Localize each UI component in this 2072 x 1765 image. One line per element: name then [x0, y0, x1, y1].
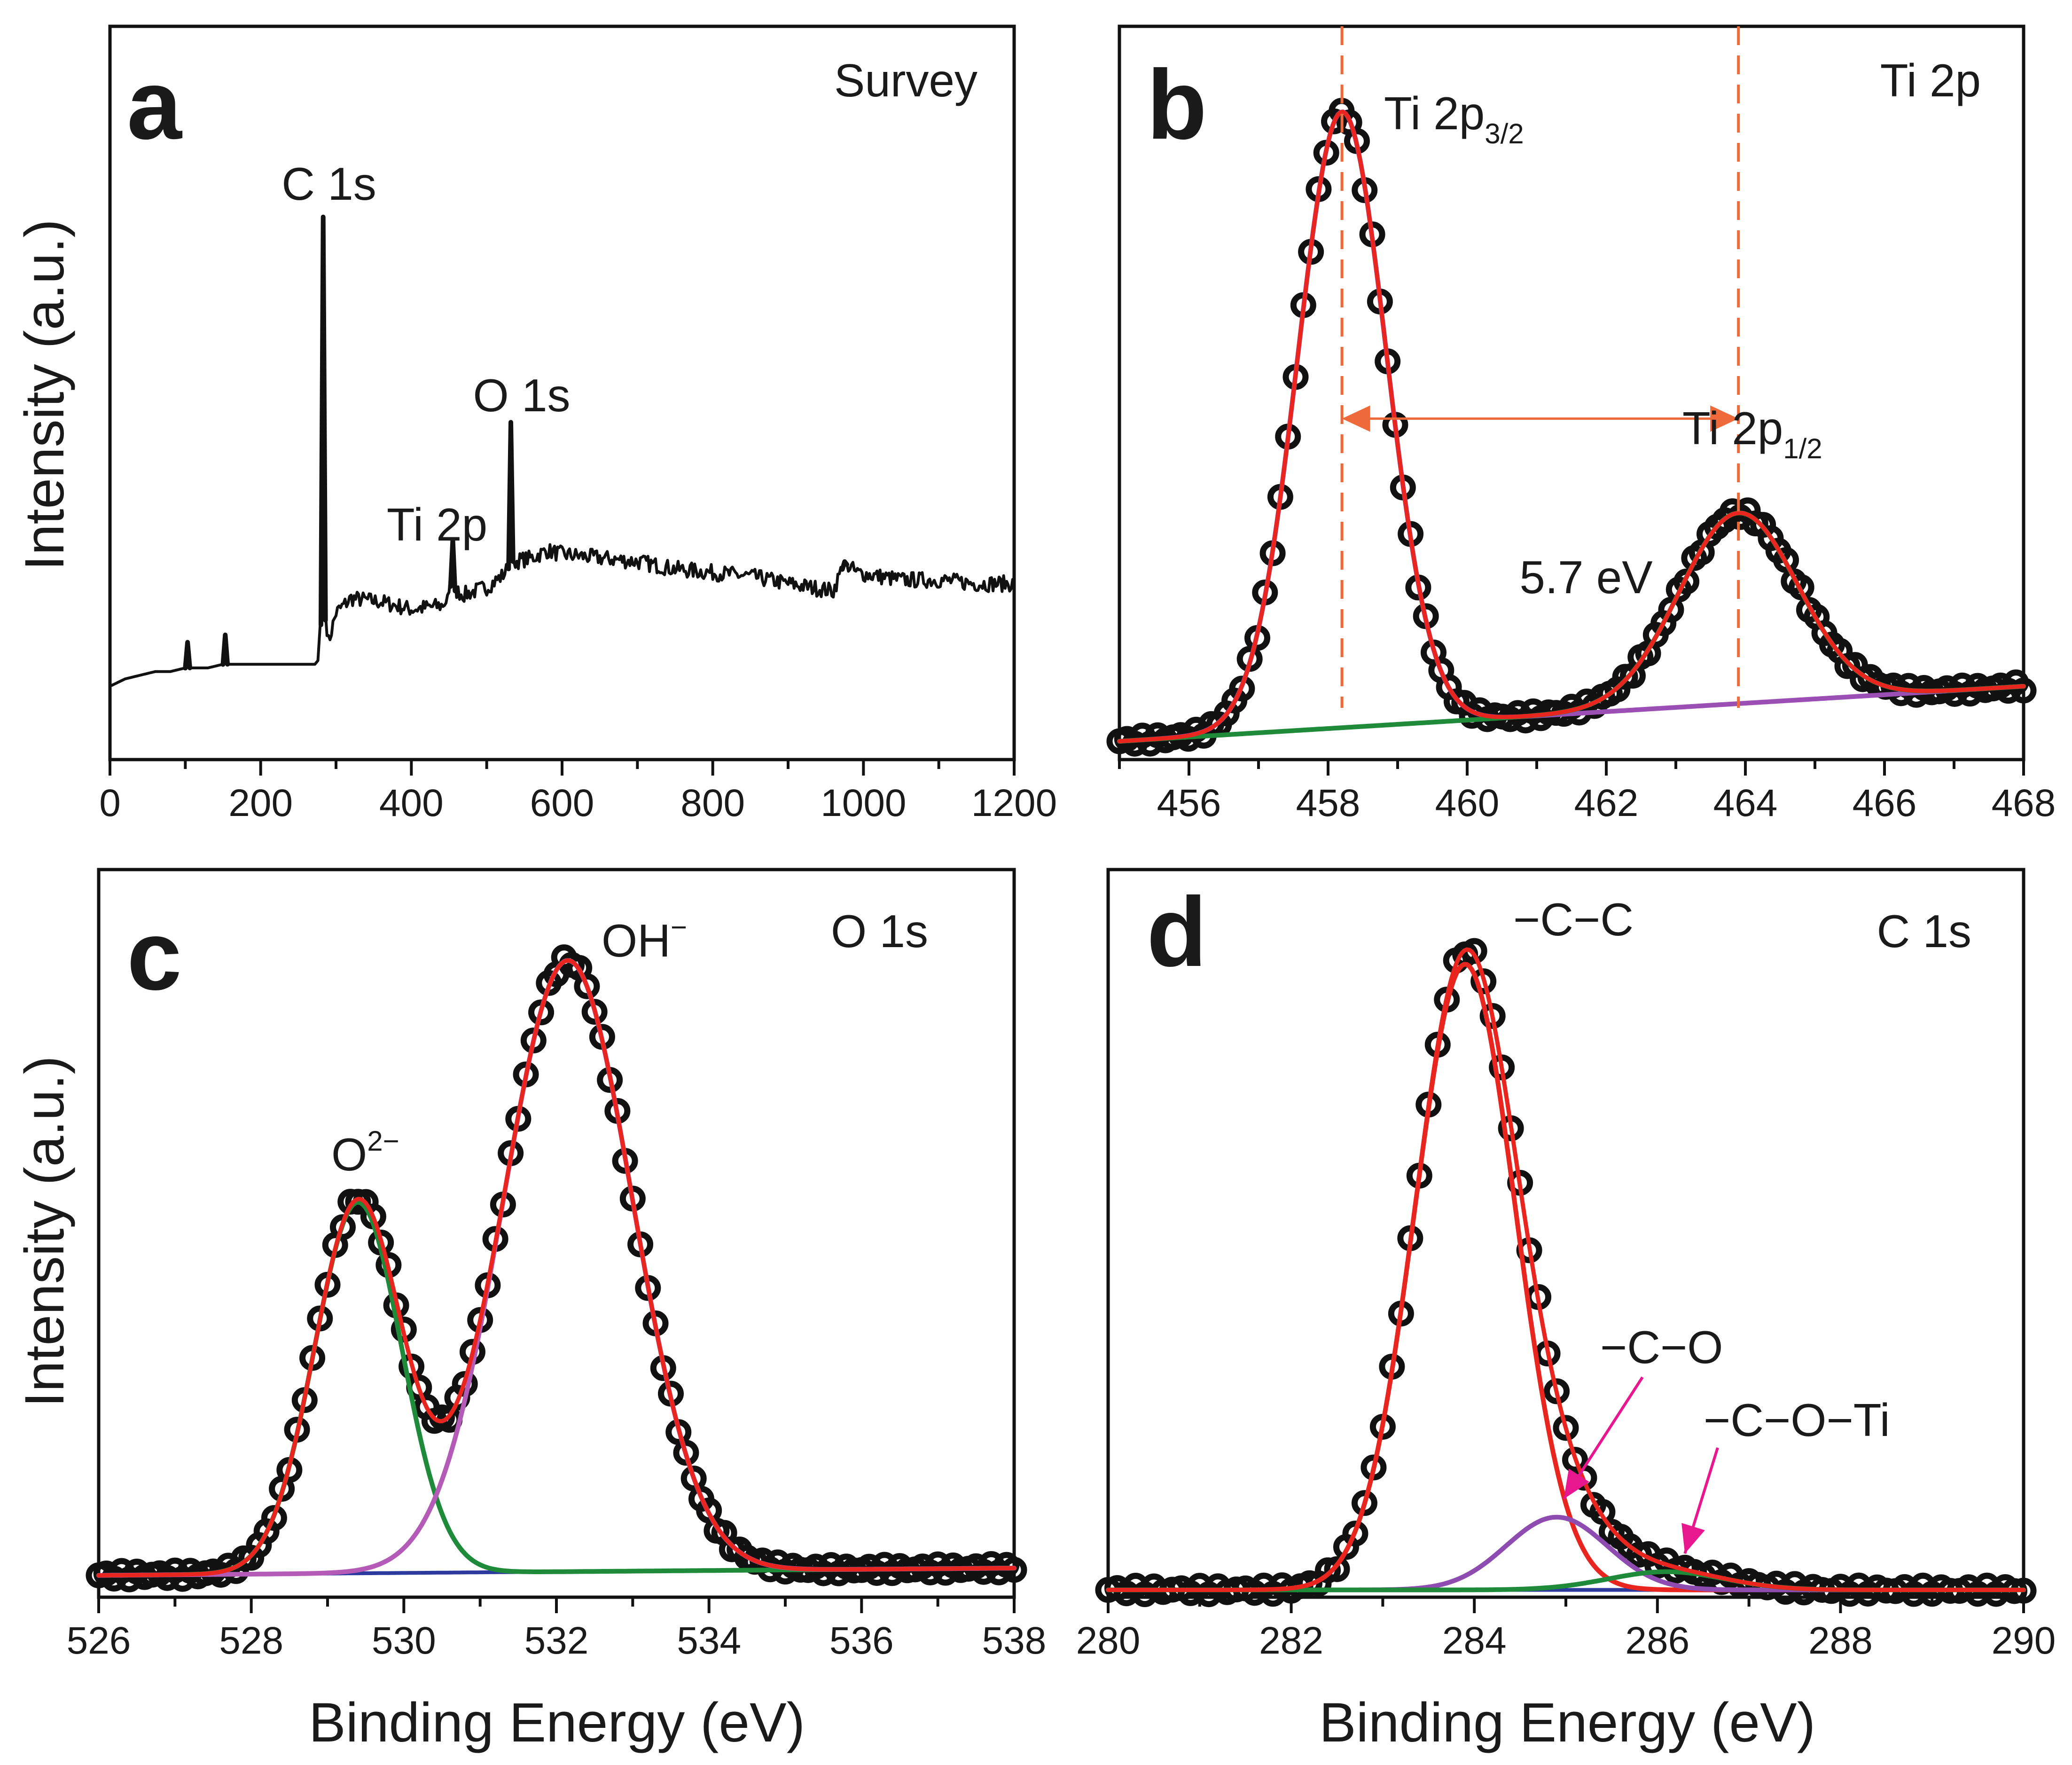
- x-tick-label: 464: [1713, 782, 1778, 824]
- data-point: [1626, 1542, 1652, 1568]
- x-tick-label: 462: [1574, 782, 1639, 824]
- x-tick-label: 526: [67, 1619, 131, 1662]
- x-tick-label: 800: [680, 782, 745, 824]
- x-tick-label: 286: [1625, 1619, 1689, 1662]
- survey-peak: [318, 214, 328, 628]
- data-point: [1324, 1556, 1350, 1582]
- panel-b-letter: b: [1147, 49, 1207, 160]
- fit-envelope: [1106, 947, 2026, 1592]
- x-tick-label: 288: [1808, 1619, 1873, 1662]
- survey-peak: [840, 559, 850, 572]
- y-axis-label-top: Intensity (a.u.): [14, 219, 76, 571]
- panel-c-xticks: 526 528 530 532 534 536 538: [67, 1597, 1047, 1662]
- ann-co: −C−O: [1600, 1321, 1723, 1373]
- ann-coti: −C−O−Ti: [1704, 1394, 1890, 1446]
- panel-a-letter: a: [127, 49, 183, 160]
- data-point: [1229, 675, 1255, 702]
- x-tick-label: 0: [99, 782, 121, 824]
- panel-a-title: Survey: [834, 55, 977, 106]
- x-tick-label: 528: [219, 1619, 283, 1662]
- fit-component: [96, 958, 1016, 1578]
- x-tick-label: 536: [829, 1619, 894, 1662]
- x-tick-label: 282: [1259, 1619, 1323, 1662]
- panel-d: 280 282 284 286 288 290 d C 1s −C−C −C−O −C−O…: [1076, 868, 2056, 1662]
- panel-b-title: Ti 2p: [1880, 55, 1981, 106]
- x-tick-label: 460: [1435, 782, 1500, 824]
- panel-a-plot: [109, 214, 1016, 688]
- x-tick-label: 466: [1853, 782, 1917, 824]
- panel-c-title: O 1s: [831, 905, 928, 957]
- panel-c-plot: [86, 944, 1027, 1592]
- ann-ohminus: OH−: [602, 911, 687, 966]
- data-point: [1342, 1521, 1368, 1547]
- survey-peak: [448, 537, 458, 594]
- data-point: [1589, 1499, 1616, 1525]
- ann-ti2p: Ti 2p: [387, 499, 487, 550]
- fit-envelope: [96, 958, 1016, 1578]
- ann-c1s: C 1s: [281, 158, 376, 210]
- x-tick-label: 200: [228, 782, 293, 824]
- data-point: [1673, 568, 1700, 595]
- ann-cc: −C−C: [1513, 894, 1634, 945]
- data-point: [1773, 547, 1799, 573]
- x-tick-label: 468: [1992, 782, 2056, 824]
- x-tick-label: 1200: [971, 782, 1057, 824]
- panel-b-frame: [1118, 24, 2025, 761]
- panel-d-xticks: 280 282 284 286 288 290: [1076, 1597, 2056, 1662]
- x-axis-label-left: Binding Energy (eV): [309, 1692, 805, 1754]
- ann-ti2p12: Ti 2p1/2: [1682, 402, 1822, 464]
- x-tick-label: 538: [982, 1619, 1047, 1662]
- y-axis-label-bottom: Intensity (a.u.): [14, 1056, 76, 1407]
- panel-c: 526 528 530 532 534 536 538 c O 1s O2− OH−: [67, 868, 1047, 1662]
- survey-line: [109, 347, 1016, 688]
- panel-c-letter: c: [127, 900, 182, 1011]
- x-tick-label: 400: [379, 782, 444, 824]
- fit-component: [96, 1200, 1016, 1578]
- panel-b-plot: [1106, 26, 2037, 757]
- data-point: [574, 973, 600, 999]
- fit-envelope: [1117, 110, 2026, 744]
- panel-b: 456 458 460 462 464 466 468 b Ti 2p Ti 2p3/2 T…: [1106, 24, 2056, 824]
- x-axis-label-right: Binding Energy (eV): [1319, 1692, 1815, 1754]
- x-tick-label: 600: [530, 782, 594, 824]
- annotation-arrowhead: [1681, 1523, 1705, 1554]
- ann-o2minus: O2−: [331, 1125, 399, 1180]
- survey-peak: [183, 640, 192, 671]
- ann-o1s: O 1s: [473, 369, 571, 421]
- panel-d-plot: [1095, 938, 2037, 1608]
- x-tick-label: 284: [1442, 1619, 1507, 1662]
- ann-splitting: 5.7 eV: [1519, 551, 1652, 603]
- data-point: [1351, 1490, 1377, 1516]
- panel-d-letter: d: [1147, 877, 1207, 987]
- x-tick-label: 280: [1076, 1619, 1141, 1662]
- x-tick-label: 534: [677, 1619, 741, 1662]
- x-tick-label: 458: [1296, 782, 1360, 824]
- x-tick-label: 290: [1992, 1619, 2056, 1662]
- data-point: [1297, 1570, 1323, 1596]
- arrowhead-left: [1342, 405, 1370, 432]
- panel-d-title: C 1s: [1877, 905, 1971, 957]
- arrowhead-right: [1710, 405, 1739, 432]
- x-tick-label: 456: [1157, 782, 1221, 824]
- panel-a-xticks: 0 200 400 600 800 1000 1200: [99, 760, 1057, 824]
- x-tick-label: 530: [372, 1619, 436, 1662]
- data-point: [1553, 1415, 1579, 1441]
- survey-peak: [506, 420, 516, 572]
- panel-b-xticks: 456 458 460 462 464 466 468: [1118, 760, 2056, 824]
- x-tick-label: 1000: [821, 782, 906, 824]
- data-point: [1788, 574, 1814, 601]
- data-point: [2010, 677, 2037, 704]
- x-tick-label: 532: [524, 1619, 589, 1662]
- annotation-arrowhead: [1564, 1468, 1589, 1499]
- ann-ti2p32: Ti 2p3/2: [1384, 87, 1524, 149]
- data-point: [261, 1505, 287, 1531]
- survey-peak: [220, 632, 230, 667]
- panel-a: 0 200 400 600 800 1000 1200 a Survey C 1s Ti 2…: [99, 24, 1057, 824]
